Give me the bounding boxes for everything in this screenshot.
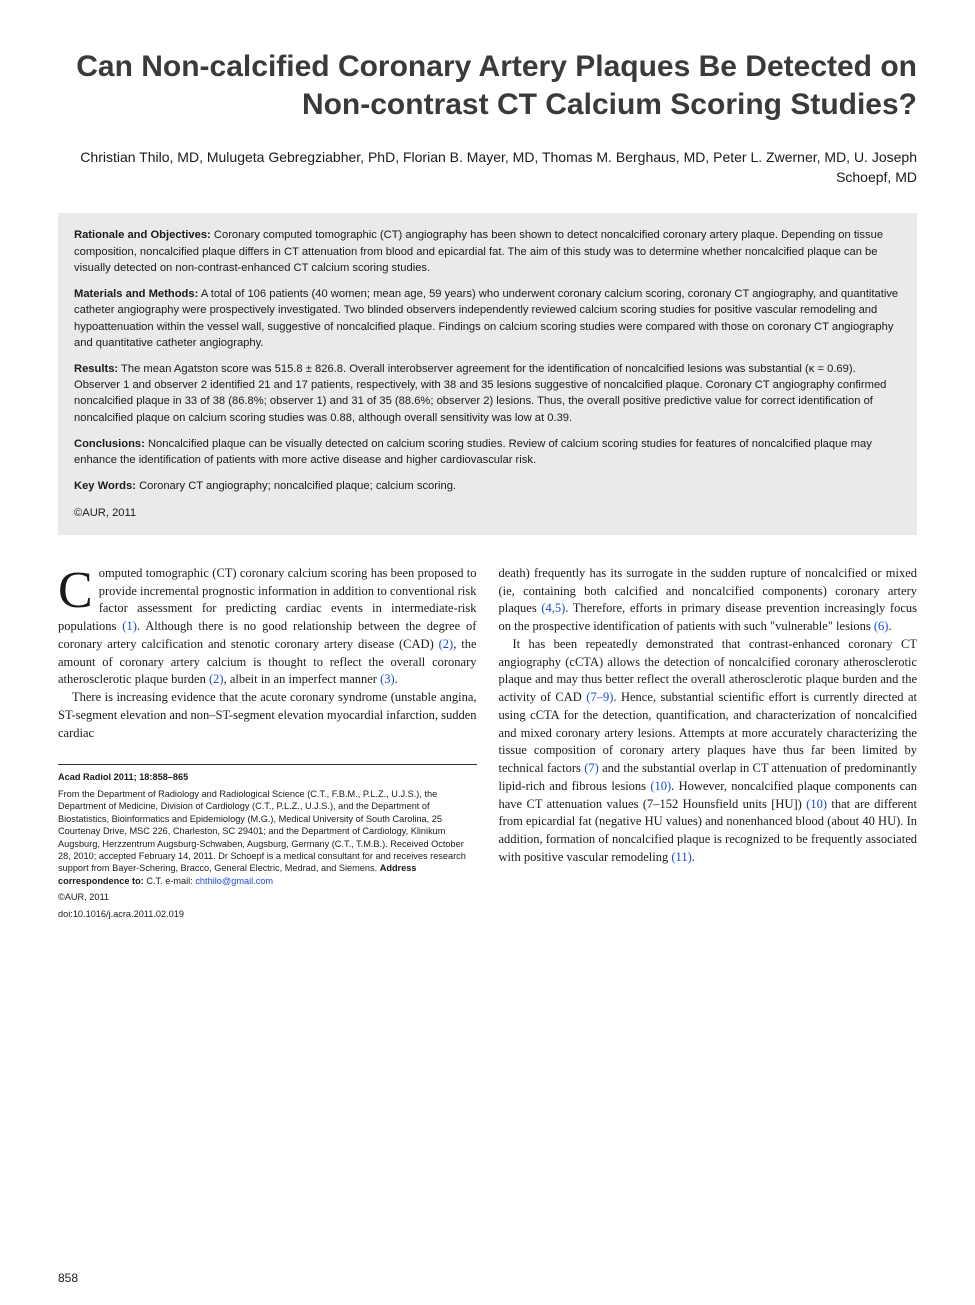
page-number: 858	[58, 1271, 78, 1285]
ref-link-2[interactable]: (2)	[439, 637, 454, 651]
body-text: , albeit in an imperfect manner	[224, 672, 381, 686]
body-text: .	[395, 672, 398, 686]
affil-text: From the Department of Radiology and Rad…	[58, 789, 466, 874]
article-meta: Acad Radiol 2011; 18:858–865 From the De…	[58, 764, 477, 920]
abstract-box: Rationale and Objectives: Coronary compu…	[58, 213, 917, 535]
article-title: Can Non-calcified Coronary Artery Plaque…	[58, 48, 917, 125]
ref-link-6[interactable]: (6)	[874, 619, 889, 633]
body-text: .	[692, 850, 695, 864]
conclusions-text: Noncalcified plaque can be visually dete…	[74, 438, 872, 466]
rationale-label: Rationale and Objectives:	[74, 229, 211, 241]
dropcap: C	[58, 565, 99, 613]
methods-label: Materials and Methods:	[74, 288, 198, 300]
body-columns: Computed tomographic (CT) coronary calci…	[58, 565, 917, 924]
ref-link-10[interactable]: (10)	[650, 779, 671, 793]
ref-link-11[interactable]: (11)	[671, 850, 691, 864]
ref-link-7[interactable]: (7)	[584, 761, 599, 775]
ref-link-3[interactable]: (3)	[380, 672, 395, 686]
abstract-copyright: ©AUR, 2011	[74, 505, 901, 521]
left-column: Computed tomographic (CT) coronary calci…	[58, 565, 477, 924]
body-text: .	[888, 619, 891, 633]
right-column: death) frequently has its surrogate in t…	[499, 565, 918, 924]
abstract-keywords: Key Words: Coronary CT angiography; nonc…	[74, 478, 901, 494]
body-para-2: There is increasing evidence that the ac…	[58, 689, 477, 742]
keywords-label: Key Words:	[74, 480, 136, 492]
author-list: Christian Thilo, MD, Mulugeta Gebregziab…	[58, 147, 917, 188]
abstract-conclusions: Conclusions: Noncalcified plaque can be …	[74, 436, 901, 468]
affiliations: From the Department of Radiology and Rad…	[58, 788, 477, 887]
ref-link-10b[interactable]: (10)	[806, 797, 827, 811]
ref-link-79[interactable]: (7–9)	[586, 690, 613, 704]
ref-link-1[interactable]: (1)	[122, 619, 137, 633]
email-link[interactable]: chthilo@gmail.com	[195, 876, 273, 886]
abstract-results: Results: The mean Agatston score was 515…	[74, 361, 901, 426]
body-para-1: Computed tomographic (CT) coronary calci…	[58, 565, 477, 689]
meta-copyright: ©AUR, 2011	[58, 891, 477, 903]
keywords-text: Coronary CT angiography; noncalcified pl…	[136, 480, 456, 492]
abstract-methods: Materials and Methods: A total of 106 pa…	[74, 286, 901, 351]
conclusions-label: Conclusions:	[74, 438, 145, 450]
journal-citation: Acad Radiol 2011; 18:858–865	[58, 771, 477, 783]
abstract-rationale: Rationale and Objectives: Coronary compu…	[74, 227, 901, 276]
results-label: Results:	[74, 363, 118, 375]
correspondence-text: C.T. e-mail:	[144, 876, 196, 886]
doi: doi:10.1016/j.acra.2011.02.019	[58, 908, 477, 920]
methods-text: A total of 106 patients (40 women; mean …	[74, 288, 898, 349]
ref-link-45[interactable]: (4,5)	[541, 601, 565, 615]
results-text: The mean Agatston score was 515.8 ± 826.…	[74, 363, 886, 424]
ref-link-2b[interactable]: (2)	[209, 672, 224, 686]
body-para-3: death) frequently has its surrogate in t…	[499, 565, 918, 636]
body-para-4: It has been repeatedly demonstrated that…	[499, 636, 918, 867]
